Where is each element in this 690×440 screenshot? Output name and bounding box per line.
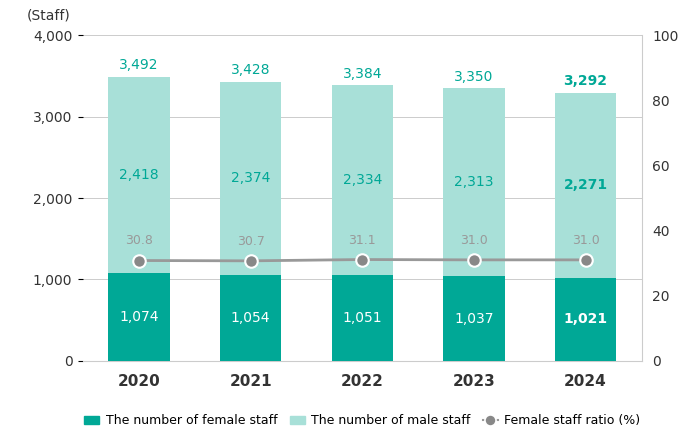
Text: 2,374: 2,374	[231, 172, 270, 185]
Text: 1,051: 1,051	[342, 311, 382, 325]
Bar	[443, 88, 504, 276]
Bar	[108, 77, 170, 273]
Text: 3,492: 3,492	[119, 58, 159, 72]
Text: 30.8: 30.8	[125, 235, 153, 247]
Legend: The number of female staff, The number of male staff, Female staff ratio (%): The number of female staff, The number o…	[79, 409, 645, 433]
Text: 3,428: 3,428	[231, 63, 270, 77]
Text: 31.1: 31.1	[348, 234, 376, 246]
Bar	[443, 276, 504, 361]
Text: 1,021: 1,021	[564, 312, 608, 326]
Bar	[220, 82, 282, 275]
Bar	[555, 278, 616, 361]
Text: 3,350: 3,350	[454, 70, 493, 84]
Text: 1,037: 1,037	[454, 312, 493, 326]
Bar	[220, 275, 282, 361]
Text: 2,418: 2,418	[119, 168, 159, 182]
Text: 31.0: 31.0	[572, 234, 600, 247]
Bar	[331, 85, 393, 275]
Text: 1,074: 1,074	[119, 310, 159, 324]
Text: 31.0: 31.0	[460, 234, 488, 247]
Text: 2,271: 2,271	[564, 178, 608, 192]
Text: 3,292: 3,292	[564, 74, 608, 88]
Text: 1,054: 1,054	[231, 311, 270, 325]
Bar	[331, 275, 393, 361]
Text: 2,313: 2,313	[454, 175, 493, 189]
Text: 3,384: 3,384	[342, 67, 382, 81]
Text: 2,334: 2,334	[342, 173, 382, 187]
Bar	[555, 93, 616, 278]
Text: 30.7: 30.7	[237, 235, 264, 248]
Bar	[108, 273, 170, 361]
Text: (Staff): (Staff)	[27, 8, 70, 22]
